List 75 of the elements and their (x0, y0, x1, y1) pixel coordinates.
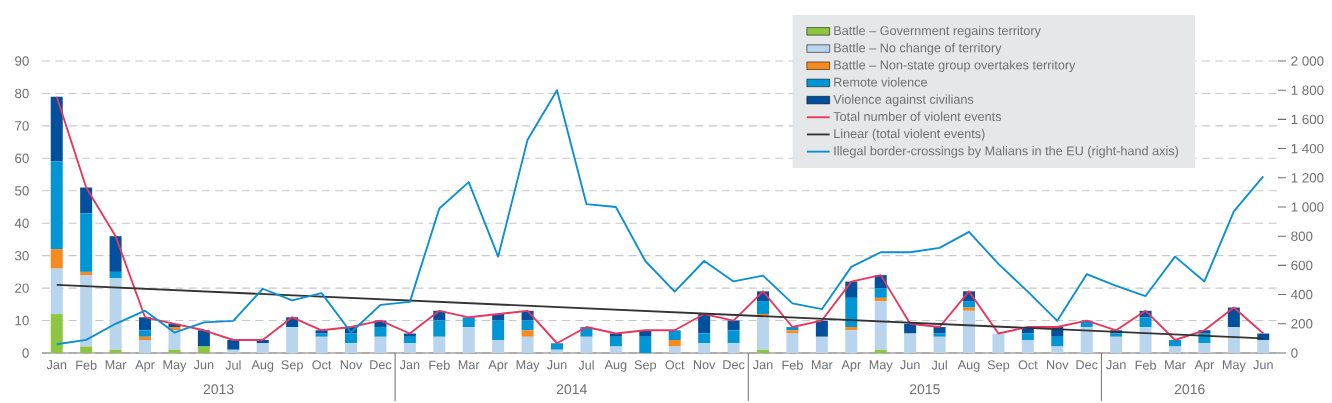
x-tick-label: Sep (634, 360, 657, 372)
x-tick-label: Sep (281, 360, 303, 372)
x-tick-label: Oct (1018, 360, 1038, 370)
y2-tick-label: 1 000 (1291, 202, 1324, 212)
x-tick-label: May (516, 360, 540, 372)
x-tick-label: Jun (546, 360, 567, 370)
y2-tick-label: 600 (1291, 260, 1313, 271)
y-tick-label: 10 (15, 315, 29, 326)
x-tick-label: Dec (370, 360, 392, 370)
y-tick-label: 70 (15, 121, 29, 131)
x-tick-label: Feb (1135, 360, 1156, 370)
x-tick-label: Jan (752, 360, 773, 370)
x-tick-label: Jan (1106, 360, 1126, 370)
text: 2016 (1174, 384, 1205, 395)
x-tick-label: Apr (841, 360, 861, 372)
x-tick-label: Nov (693, 360, 716, 370)
y-tick-label: 0 (22, 348, 29, 358)
y2-tick-label: 400 (1291, 289, 1313, 300)
x-tick-label: Aug (251, 360, 274, 372)
y2-tick-label: 2 000 (1291, 56, 1324, 66)
legend-label: Total number of violent events (833, 111, 1002, 121)
x-tick-label: Sep (987, 360, 1010, 372)
y-tick-label: 20 (15, 283, 29, 293)
x-tick-label: Jul (931, 360, 947, 370)
x-tick-label: Jun (1253, 360, 1273, 370)
legend-label: Remote violence (834, 77, 927, 87)
x-tick-label: Mar (1165, 360, 1186, 370)
x-tick-label: May (163, 360, 187, 372)
x-tick-label: Feb (782, 360, 803, 370)
x-tick-label: Jun (193, 360, 214, 370)
y2-tick-label: 200 (1291, 319, 1313, 329)
legend-label: Battle – Government regains territory (834, 25, 1041, 38)
x-tick-label: Mar (105, 360, 127, 370)
legend-label: Linear (total violent events) (834, 128, 985, 141)
y2-tick-label: 1 200 (1291, 173, 1324, 183)
x-tick-label: Nov (1047, 360, 1069, 370)
x-tick-label: Mar (812, 360, 833, 370)
legend-label: Battle – Non-state group overtakes territory (834, 60, 1076, 72)
y2-tick-label: 1 400 (1291, 143, 1324, 154)
x-tick-label: Feb (76, 360, 97, 370)
x-tick-label: Jul (225, 360, 241, 370)
x-tick-label: May (1222, 360, 1246, 372)
text: 2014 (556, 384, 587, 395)
x-tick-label: Apr (135, 360, 155, 372)
x-tick-label: Dec (723, 360, 745, 370)
x-tick-label: Oct (312, 360, 332, 370)
legend-label: Illegal border-crossings by Malians in the EU (right-hand axis) (834, 146, 1179, 158)
y-tick-label: 90 (15, 56, 29, 66)
legend-label: Violence against civilians (833, 94, 974, 107)
y-tick-label: 40 (14, 218, 29, 228)
y2-tick-label: 0 (1291, 348, 1298, 358)
y-tick-label: 80 (15, 88, 29, 99)
y-tick-label: 50 (15, 186, 29, 196)
x-tick-label: Aug (957, 360, 980, 372)
x-tick-label: Oct (665, 360, 685, 370)
x-tick-label: Apr (1194, 360, 1215, 372)
y2-tick-label: 1 800 (1291, 85, 1324, 95)
x-tick-label: Feb (429, 360, 450, 370)
x-tick-label: Jul (578, 360, 594, 370)
y-tick-label: 30 (14, 250, 29, 261)
y2-tick-label: 1 600 (1291, 114, 1324, 125)
x-tick-label: Jan (399, 360, 420, 370)
x-tick-label: Dec (1076, 360, 1098, 370)
x-tick-label: Nov (340, 360, 363, 370)
x-tick-label: Apr (488, 360, 508, 372)
x-tick-label: Jun (900, 360, 920, 370)
x-tick-label: Jan (46, 360, 67, 370)
y2-tick-label: 800 (1291, 231, 1313, 241)
text: 2015 (909, 384, 940, 395)
text: 2013 (203, 384, 234, 395)
x-tick-label: Aug (604, 360, 627, 372)
x-tick-label: Mar (458, 360, 480, 370)
legend-label: Battle – No change of territory (834, 42, 1002, 55)
y-tick-label: 60 (15, 153, 29, 164)
x-tick-label: May (869, 360, 893, 372)
